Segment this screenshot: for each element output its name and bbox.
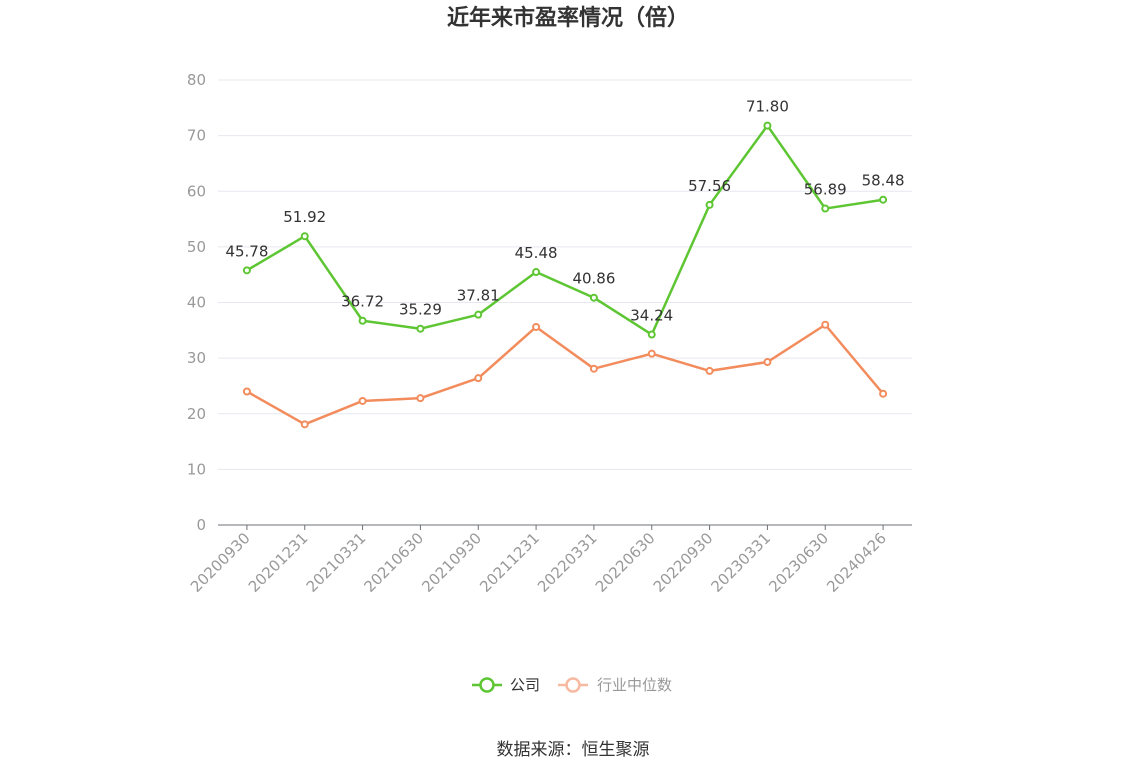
data-point [589, 293, 598, 302]
data-label: 56.89 [804, 181, 847, 199]
data-label: 51.92 [283, 208, 326, 226]
data-point [821, 320, 830, 329]
data-label: 35.29 [399, 301, 442, 319]
legend-label: 行业中位数 [597, 676, 672, 694]
data-label: 40.86 [572, 270, 615, 288]
x-tick-label: 20220331 [534, 529, 601, 596]
data-label: 57.56 [688, 177, 731, 195]
data-label: 34.24 [630, 307, 673, 325]
data-point [647, 330, 656, 339]
data-source: 数据来源：恒生聚源 [497, 740, 650, 760]
data-point [821, 204, 830, 213]
data-point [300, 420, 309, 429]
legend: 公司 行业中位数 [472, 676, 672, 694]
x-axis: 2020093020201231202103312021063020210930… [187, 524, 912, 596]
y-tick-label: 60 [187, 182, 206, 200]
y-axis: 0 10 20 30 40 50 60 70 80 [187, 71, 206, 534]
data-point [647, 349, 656, 358]
y-tick-label: 50 [187, 238, 206, 256]
x-tick-label: 20210331 [303, 529, 370, 596]
data-point [358, 316, 367, 325]
data-label: 37.81 [457, 287, 500, 305]
chart-title: 近年来市盈率情况（倍） [447, 5, 689, 31]
data-point [532, 322, 541, 331]
x-tick-label: 20220630 [592, 529, 659, 596]
data-point [242, 266, 251, 275]
x-tick-label: 20210930 [418, 529, 485, 596]
data-point [589, 364, 598, 373]
x-tick-label: 20230630 [765, 529, 832, 596]
data-label: 45.48 [515, 244, 558, 262]
data-point [879, 389, 888, 398]
data-point [474, 374, 483, 383]
data-label: 36.72 [341, 293, 384, 311]
data-label: 45.78 [225, 242, 268, 260]
data-label: 58.48 [862, 172, 905, 190]
x-tick-label: 20230331 [708, 529, 775, 596]
grid-lines [218, 79, 912, 470]
legend-marker [565, 677, 581, 693]
legend-label: 公司 [510, 676, 540, 694]
data-point [879, 195, 888, 204]
y-tick-label: 20 [187, 405, 206, 423]
y-tick-label: 0 [196, 516, 206, 534]
data-point [416, 324, 425, 333]
x-tick-label: 20200930 [187, 529, 254, 596]
series-line [246, 323, 885, 426]
series-layer: 45.78 51.92 36.72 35.29 37.81 45.48 40.86 34.24… [225, 98, 905, 429]
data-point [705, 200, 714, 209]
data-point [242, 387, 251, 396]
x-tick-label: 20201231 [245, 529, 312, 596]
x-tick-label: 20211231 [476, 529, 543, 596]
x-tick-label: 20210630 [361, 529, 428, 596]
y-tick-label: 40 [187, 294, 206, 312]
x-tick-label: 20220930 [650, 529, 717, 596]
y-tick-label: 30 [187, 349, 206, 367]
y-tick-label: 10 [187, 460, 206, 478]
data-point [358, 396, 367, 405]
data-label: 71.80 [746, 98, 789, 116]
y-tick-label: 70 [187, 127, 206, 145]
x-tick-label: 20240426 [823, 529, 890, 596]
data-point [532, 268, 541, 277]
series-line [246, 124, 884, 336]
legend-marker [479, 677, 495, 693]
data-point [763, 121, 772, 130]
data-point [474, 310, 483, 319]
y-tick-label: 80 [187, 71, 206, 89]
data-point [705, 366, 714, 375]
data-point [416, 394, 425, 403]
data-point [300, 232, 309, 241]
data-point [763, 358, 772, 367]
